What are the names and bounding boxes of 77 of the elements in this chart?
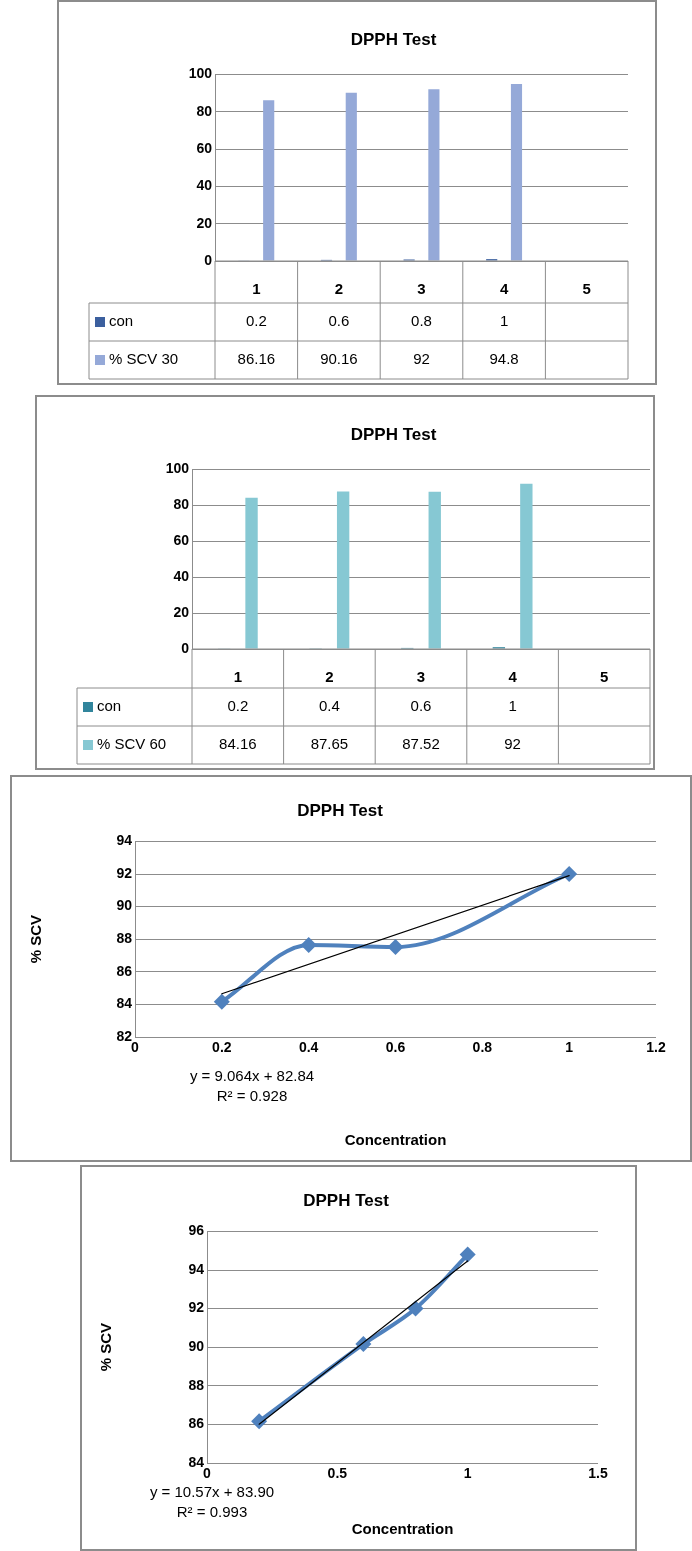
text: y = 10.57x + 83.90 — [149, 1483, 275, 1501]
y-tick-label: 88 — [188, 1376, 205, 1393]
x-tick-label: 0.2 — [212, 1039, 232, 1056]
x-tick-label: 0.6 — [385, 1039, 406, 1056]
data-label: 90.16 — [320, 350, 358, 368]
y-tick-label: 40 — [196, 177, 213, 194]
y-tick-label: 20 — [173, 603, 190, 620]
data-label: 0.4 — [318, 697, 340, 715]
y-axis-title: % SCV — [97, 1323, 115, 1372]
text: y = 9.064x + 82.84 — [189, 1067, 315, 1085]
y-tick-label: 80 — [196, 102, 213, 119]
x-axis-title: Concentration — [351, 1520, 454, 1538]
text: R² = 0.993 — [176, 1503, 248, 1521]
x-tick-label: 1 — [565, 1039, 574, 1056]
x-tick-label: 0.8 — [472, 1039, 493, 1056]
y-tick-label: 94 — [188, 1260, 205, 1277]
x-tick-label: 4 — [499, 280, 509, 298]
y-tick-label: 86 — [116, 962, 133, 979]
legend-label: con — [109, 312, 134, 330]
data-label: 87.52 — [402, 735, 440, 753]
chart-title: DPPH Test — [350, 424, 437, 444]
y-tick-label: 92 — [116, 864, 133, 881]
data-label: 84.16 — [219, 735, 257, 753]
data-label: 0.2 — [245, 312, 267, 330]
y-axis-title: % SCV — [27, 915, 45, 964]
data-label: 87.65 — [310, 735, 349, 753]
x-tick-label: 1.5 — [588, 1465, 608, 1482]
data-label: 1 — [508, 697, 517, 715]
x-tick-label: 3 — [417, 280, 426, 298]
x-tick-label: 0.5 — [327, 1465, 348, 1482]
y-tick-label: 80 — [173, 496, 190, 513]
data-label: 1 — [499, 312, 509, 330]
y-tick-label: 84 — [116, 995, 133, 1012]
data-label: 0.6 — [328, 312, 350, 330]
x-tick-label: 1 — [252, 280, 261, 298]
x-tick-label: 4 — [508, 668, 518, 686]
y-tick-label: 40 — [173, 568, 190, 585]
y-tick-label: 0 — [204, 251, 213, 268]
y-tick-label: 96 — [188, 1222, 205, 1239]
y-tick-label: 100 — [165, 460, 190, 477]
data-label: 92 — [504, 735, 521, 753]
y-tick-label: 20 — [196, 214, 213, 231]
text: R² = 0.928 — [216, 1087, 288, 1105]
x-tick-label: 1 — [463, 1465, 472, 1482]
y-tick-label: 92 — [188, 1299, 205, 1316]
y-tick-label: 94 — [116, 832, 133, 849]
y-tick-label: 100 — [188, 65, 213, 82]
y-tick-label: 60 — [173, 532, 190, 549]
y-tick-label: 60 — [196, 139, 213, 156]
data-label: 92 — [413, 350, 430, 368]
y-tick-label: 82 — [116, 1027, 133, 1044]
x-tick-label: 2 — [325, 668, 334, 686]
y-tick-label: 86 — [188, 1415, 205, 1432]
chart-title: DPPH Test — [303, 1190, 390, 1210]
x-axis-title: Concentration — [344, 1131, 447, 1149]
data-label: 0.2 — [227, 697, 249, 715]
y-tick-label: 88 — [116, 930, 133, 947]
y-tick-label: 90 — [116, 897, 133, 914]
x-tick-label: 3 — [416, 668, 426, 686]
data-label: 94.8 — [489, 350, 519, 368]
chart-title: DPPH Test — [350, 29, 437, 49]
y-tick-label: 0 — [181, 639, 190, 656]
data-label: 86.16 — [237, 350, 276, 368]
x-tick-label: 1 — [233, 668, 242, 686]
y-tick-label: 84 — [188, 1453, 205, 1470]
chart-title: DPPH Test — [297, 800, 384, 820]
legend-label: con — [97, 697, 122, 715]
y-tick-label: 90 — [188, 1338, 205, 1355]
x-tick-label: 5 — [600, 668, 609, 686]
x-tick-label: 5 — [582, 280, 591, 298]
data-label: 0.6 — [410, 697, 432, 715]
legend-label: % SCV 60 — [97, 735, 167, 753]
x-tick-label: 1.2 — [646, 1039, 666, 1056]
legend-label: % SCV 30 — [109, 350, 179, 368]
x-tick-label: 2 — [334, 280, 344, 298]
x-tick-label: 0.4 — [298, 1039, 319, 1056]
data-label: 0.8 — [411, 312, 432, 330]
